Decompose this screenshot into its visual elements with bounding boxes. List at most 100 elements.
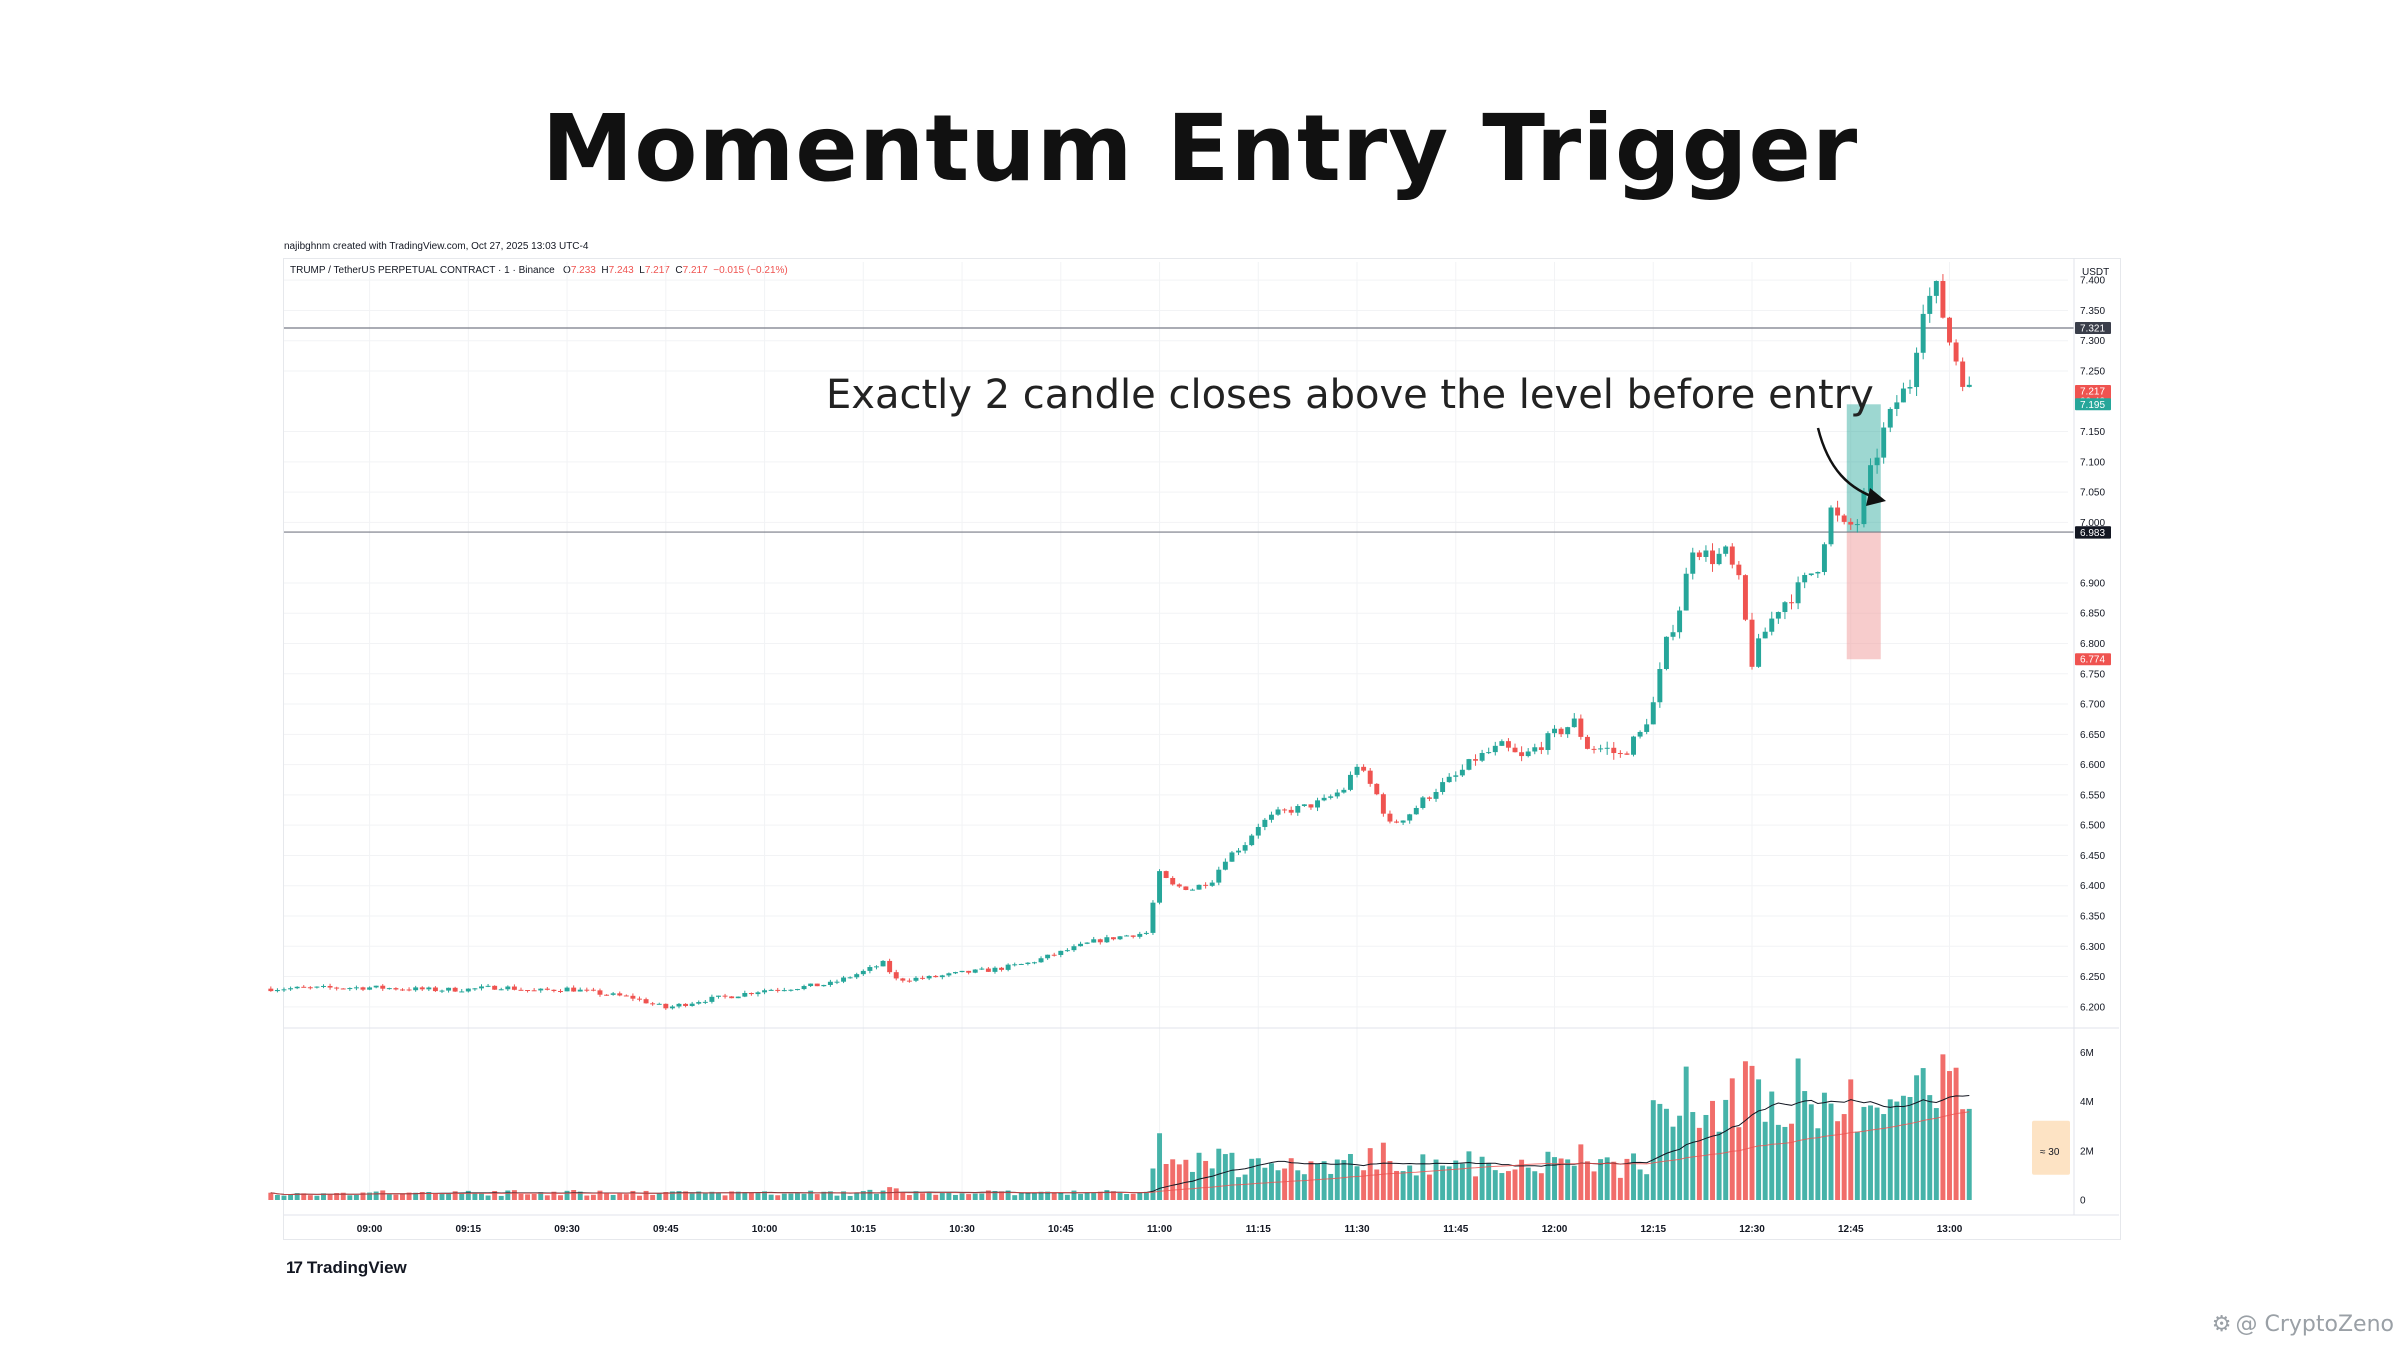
candle-body <box>1216 869 1222 883</box>
candle-body <box>637 998 642 1000</box>
chart-frame <box>283 258 2121 1240</box>
volume-bar <box>722 1195 728 1200</box>
price-tick-label: 6.800 <box>2080 639 2105 650</box>
candle-body <box>1012 964 1018 966</box>
volume-bar <box>1584 1161 1590 1200</box>
price-tick-label: 6.650 <box>2080 730 2105 741</box>
candle-body <box>1315 800 1321 808</box>
candle-body <box>1604 747 1610 749</box>
volume-bar <box>1565 1159 1571 1200</box>
volume-bar <box>953 1194 958 1200</box>
volume-bar <box>946 1192 952 1200</box>
volume-bar <box>294 1193 300 1200</box>
candle-body <box>1881 427 1887 458</box>
candle-body <box>1710 550 1715 565</box>
candle-body <box>1663 636 1669 670</box>
volume-bar <box>1828 1103 1834 1200</box>
volume-bar <box>498 1195 504 1200</box>
volume-bar <box>854 1192 860 1200</box>
candle-body <box>702 1001 708 1003</box>
candle-body <box>1124 935 1130 937</box>
price-label-bg <box>2075 653 2111 666</box>
time-tick-label: 11:15 <box>1246 1224 1271 1235</box>
volume-bar <box>1644 1174 1650 1200</box>
volume-bar <box>1440 1165 1446 1200</box>
position-zones <box>1846 404 1881 660</box>
candle-body <box>1519 752 1525 757</box>
volume-bar <box>1782 1126 1788 1200</box>
volume-bar <box>1769 1091 1775 1200</box>
candle-body <box>1894 402 1900 409</box>
candle-body <box>518 989 524 991</box>
tradingview-logo[interactable]: 17 TradingView <box>286 1258 407 1278</box>
price-levels <box>284 327 2074 533</box>
candle-body <box>1525 751 1531 757</box>
volume-bar <box>413 1192 419 1200</box>
high-value: 7.243 <box>608 265 634 276</box>
candle-body <box>288 988 294 990</box>
volume-bar <box>1933 1108 1939 1200</box>
volume-bar <box>742 1192 748 1200</box>
volume-bar <box>880 1190 886 1200</box>
candle-body <box>854 974 860 978</box>
slide-title: Momentum Entry Trigger <box>541 95 1859 202</box>
volume-bar <box>327 1194 333 1200</box>
candle-body <box>814 983 820 987</box>
volume-bar <box>768 1194 774 1200</box>
candle-body <box>1045 954 1051 959</box>
price-tick-label: 6.500 <box>2080 821 2105 832</box>
volume-bar <box>1558 1158 1564 1200</box>
candle-body <box>1466 759 1472 770</box>
candle-body <box>1367 770 1373 784</box>
candle-body <box>1762 631 1768 639</box>
volume-bar <box>926 1192 932 1200</box>
volume-bar <box>1361 1170 1367 1200</box>
candle-body <box>992 967 998 972</box>
volume-bar <box>781 1193 787 1200</box>
candle-body <box>1473 759 1478 761</box>
candle-body <box>406 989 412 991</box>
symbol-name[interactable]: TRUMP / TetherUS PERPETUAL CONTRACT · 1 … <box>290 265 555 276</box>
volume-bar <box>913 1191 919 1200</box>
candle-body <box>1874 457 1880 466</box>
candle-body <box>400 989 405 991</box>
candle-body <box>551 989 557 991</box>
volume-bar <box>426 1192 432 1200</box>
candle-body <box>1064 950 1070 952</box>
candle-body <box>1301 804 1307 806</box>
volume-bar <box>874 1193 879 1200</box>
candle-body <box>1361 766 1367 771</box>
candle-body <box>808 983 814 987</box>
candle-body <box>893 972 899 979</box>
volume-bar <box>1598 1159 1604 1200</box>
candle-body <box>742 993 748 997</box>
candle-body <box>1262 819 1268 827</box>
volume-bar <box>1894 1101 1900 1200</box>
created-by-line: najibghnm created with TradingView.com, … <box>284 241 589 252</box>
candle-body <box>1176 884 1182 887</box>
volume-bar <box>1736 1127 1742 1200</box>
volume-bar <box>841 1191 847 1200</box>
candle-body <box>604 994 610 996</box>
candle-body <box>1749 619 1755 667</box>
volume-bar <box>1868 1105 1873 1200</box>
volume-bar <box>939 1192 945 1200</box>
price-label: 7.195 <box>2080 400 2105 411</box>
candle-body <box>1051 954 1057 956</box>
candle-body <box>1545 733 1551 750</box>
volume-bar <box>571 1190 577 1200</box>
watermark-text: @ CryptoZeno <box>2235 1312 2394 1337</box>
volume-bar <box>525 1194 531 1200</box>
candle-body <box>1229 852 1235 862</box>
volume-bar <box>683 1191 689 1200</box>
candle-body <box>597 990 603 995</box>
volume-bar <box>558 1195 563 1200</box>
volume-bar <box>643 1190 649 1200</box>
candle-body <box>419 987 425 990</box>
candle-body <box>1940 281 1946 318</box>
volume-bar <box>788 1193 794 1200</box>
volume-bar <box>1295 1170 1301 1200</box>
volume-bar <box>544 1195 550 1200</box>
volume-bar <box>1479 1156 1485 1200</box>
